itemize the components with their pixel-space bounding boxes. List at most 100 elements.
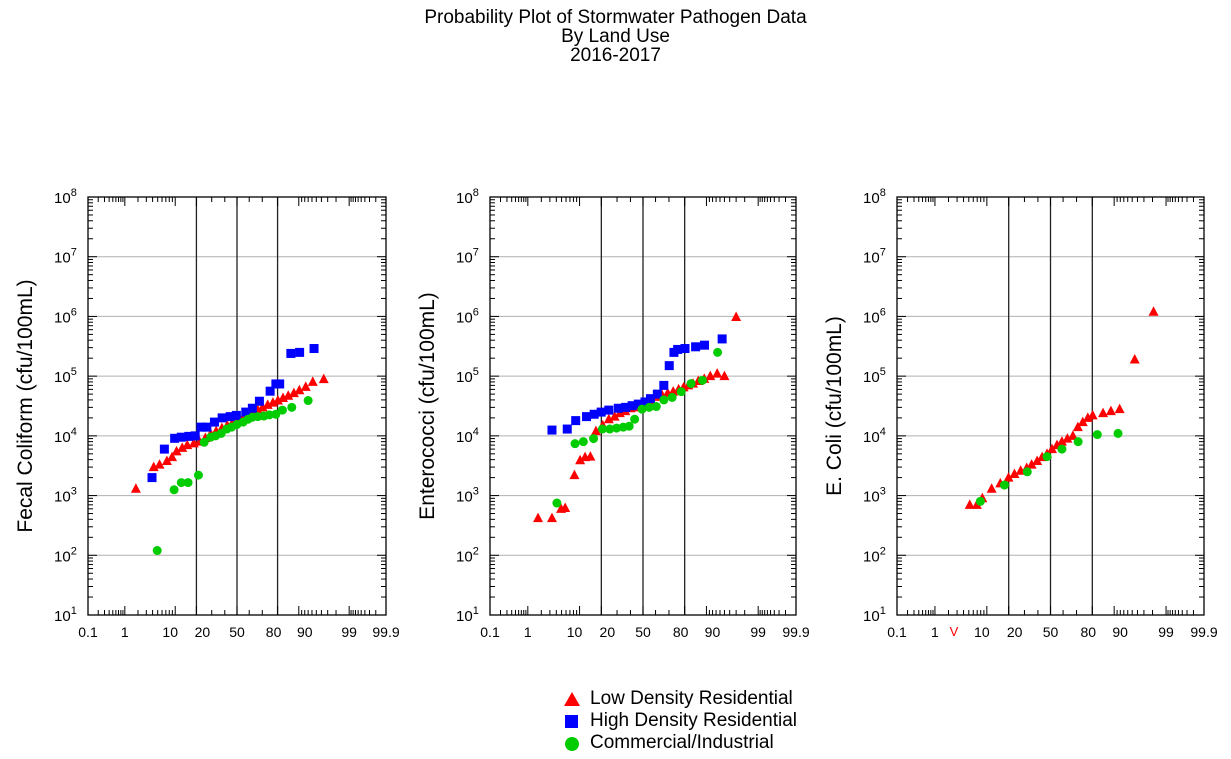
x-tick-label: 10 [567, 624, 583, 640]
data-point-ldr [177, 442, 188, 452]
annotation-marker: V [950, 624, 959, 639]
x-tick-label: 80 [673, 624, 689, 640]
data-point-ldr [986, 483, 997, 493]
plot-frame [489, 196, 797, 616]
data-point-ci [578, 437, 588, 447]
x-tick-label: 20 [195, 624, 211, 640]
y-tick-label: 107 [54, 247, 77, 267]
data-point-ldr [1114, 403, 1125, 414]
y-tick-label: 102 [863, 545, 886, 565]
data-point-ci [975, 496, 985, 506]
data-point-ldr [272, 395, 283, 405]
y-tick-label: 104 [54, 426, 77, 446]
y-tick-label: 108 [863, 187, 886, 207]
y-tick-label: 106 [54, 306, 77, 326]
data-point-hdr [691, 342, 701, 352]
y-axis-label: E. Coli (cfu/100mL) [823, 316, 846, 496]
data-point-hdr [254, 396, 264, 406]
y-tick-label: 103 [456, 486, 479, 506]
data-point-ci [183, 478, 193, 488]
data-point-ci [686, 379, 696, 389]
x-tick-label: 50 [635, 624, 651, 640]
y-tick-label: 102 [456, 545, 479, 565]
data-point-ldr [130, 483, 141, 493]
chart-panel-3: 0.1 1 10 20 50 80 90 99 99.9 101 102 103 104 105 106 10… [823, 187, 1218, 640]
data-point-ci [287, 402, 297, 412]
data-point-hdr [190, 431, 200, 441]
data-point-ldr [1087, 409, 1098, 420]
y-axis-label: Fecal Coliform (cfu/100mL) [14, 279, 37, 532]
data-point-ci [152, 546, 162, 556]
data-point-ldr [603, 413, 614, 424]
data-point-ci [637, 404, 647, 414]
data-point-ci [1092, 430, 1102, 440]
title-line-2: By Land Use [561, 26, 670, 47]
data-point-ldr [161, 455, 172, 465]
x-tick-label: 90 [1112, 624, 1128, 640]
data-point-ci [199, 437, 209, 447]
data-point-ci [612, 423, 622, 433]
data-point-hdr [170, 433, 180, 443]
data-point-ldr [964, 499, 975, 509]
x-tick-label: 99.9 [782, 624, 809, 640]
data-point-hdr [627, 401, 637, 411]
data-point-hdr [265, 386, 275, 396]
legend-item-hdr: High Density Residential [560, 710, 797, 732]
x-tick-label: 99 [750, 624, 766, 640]
data-point-ci [570, 439, 580, 449]
data-point-ldr [1098, 407, 1109, 418]
y-tick-label: 105 [54, 366, 77, 386]
data-point-ci [597, 424, 607, 434]
data-point-ci [552, 498, 562, 508]
data-point-ldr [1072, 421, 1083, 432]
y-tick-label: 104 [456, 426, 479, 446]
data-point-hdr [640, 397, 650, 407]
data-point-ldr [1129, 353, 1140, 364]
data-point-ldr [283, 390, 294, 400]
data-point-hdr [562, 424, 572, 434]
data-point-ldr [590, 425, 601, 436]
x-tick-label: 10 [162, 624, 178, 640]
data-point-ci [271, 409, 281, 419]
data-point-ldr [154, 459, 165, 469]
data-point-ldr [1105, 405, 1116, 416]
data-point-ldr [148, 461, 159, 472]
data-point-ci [176, 478, 186, 488]
data-point-ldr [307, 376, 318, 386]
x-tick-label: 0.1 [78, 624, 98, 640]
y-tick-label: 101 [54, 605, 77, 625]
data-point-ldr [1026, 459, 1037, 469]
data-point-ldr [609, 411, 620, 421]
data-point-ci [644, 402, 654, 412]
data-point-hdr [717, 334, 727, 344]
plot-frame [87, 196, 387, 616]
data-point-hdr [664, 361, 674, 371]
y-tick-label: 105 [863, 366, 886, 386]
y-axis-label: Enterococci (cfu/100mL) [416, 292, 439, 520]
data-point-hdr [604, 405, 614, 415]
x-tick-label: 90 [297, 624, 313, 640]
data-point-ci [651, 402, 661, 412]
data-point-ldr [560, 502, 571, 512]
data-point-hdr [547, 425, 557, 435]
data-point-ci [193, 470, 203, 480]
legend-label-ci: Commercial/Industrial [590, 732, 774, 753]
data-point-ci [630, 414, 640, 424]
data-point-hdr [295, 347, 305, 357]
y-tick-label: 108 [54, 187, 77, 207]
y-tick-label: 103 [863, 486, 886, 506]
data-point-hdr [159, 444, 169, 454]
data-point-ci [667, 392, 677, 402]
data-point-hdr [621, 402, 631, 412]
data-point-hdr [231, 410, 241, 420]
chart-title: Probability Plot of Stormwater Pathogen … [0, 8, 1231, 65]
data-point-hdr [217, 413, 227, 423]
data-point-hdr [176, 432, 186, 442]
x-tick-label: 50 [229, 624, 245, 640]
y-tick-label: 101 [456, 605, 479, 625]
x-tick-label: 20 [600, 624, 616, 640]
x-tick-label: 90 [705, 624, 721, 640]
legend-square-icon [560, 711, 584, 731]
data-point-ldr [1003, 472, 1014, 482]
data-point-ci [1057, 444, 1067, 454]
